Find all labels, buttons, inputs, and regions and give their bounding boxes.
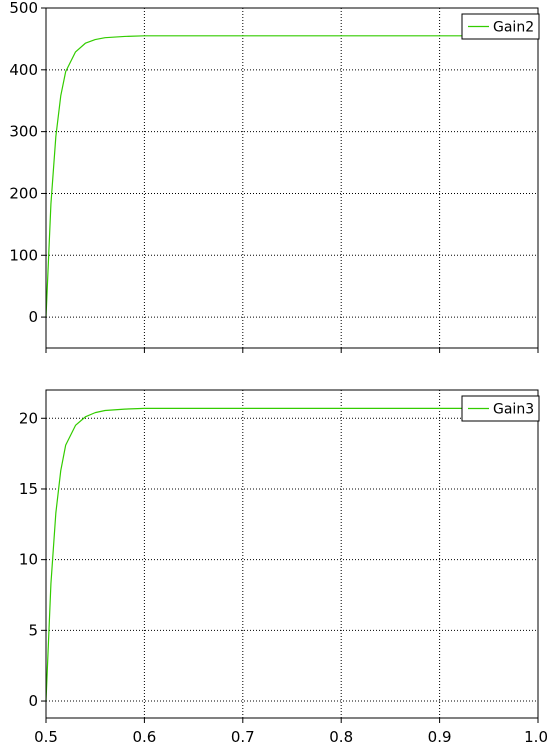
y-tick-label: 10	[19, 551, 38, 569]
y-tick-label: 5	[28, 621, 38, 639]
x-tick-label: 0.6	[132, 728, 156, 746]
x-tick-label: 0.9	[428, 728, 452, 746]
legend-label: Gain2	[493, 20, 534, 36]
plot-gain3: 0 5 10 15 20 0.5 0.6 0.7 0.8 0.9 1.0 Gain3	[19, 389, 548, 746]
x-tick-label: 0.7	[231, 728, 255, 746]
x-tick-label: 0.5	[34, 728, 58, 746]
y-tick-label: 20	[19, 409, 38, 427]
plot-gain2: 0 100 200 300 400 500 Gain2	[9, 0, 540, 353]
y-tick-label: 100	[9, 246, 38, 264]
series-line-gain2	[45, 35, 538, 318]
y-tick-label: 400	[9, 61, 38, 79]
legend-label: Gain3	[493, 402, 534, 418]
legend: Gain3	[461, 395, 540, 422]
plot-frame	[45, 389, 539, 719]
plot-frame	[45, 7, 539, 349]
y-tick-label: 300	[9, 123, 38, 141]
y-tick-label: 200	[9, 184, 38, 202]
y-tick-label: 0	[28, 692, 38, 710]
y-tick-label: 500	[9, 0, 38, 17]
y-tick-label: 0	[28, 308, 38, 326]
x-tick-label: 0.8	[329, 728, 353, 746]
plot-area	[46, 390, 538, 718]
plot-area	[46, 8, 538, 348]
series-line-gain3	[45, 407, 538, 702]
y-tick-label: 15	[19, 480, 38, 498]
legend: Gain2	[461, 13, 540, 40]
x-tick-label: 1.0	[524, 728, 548, 746]
